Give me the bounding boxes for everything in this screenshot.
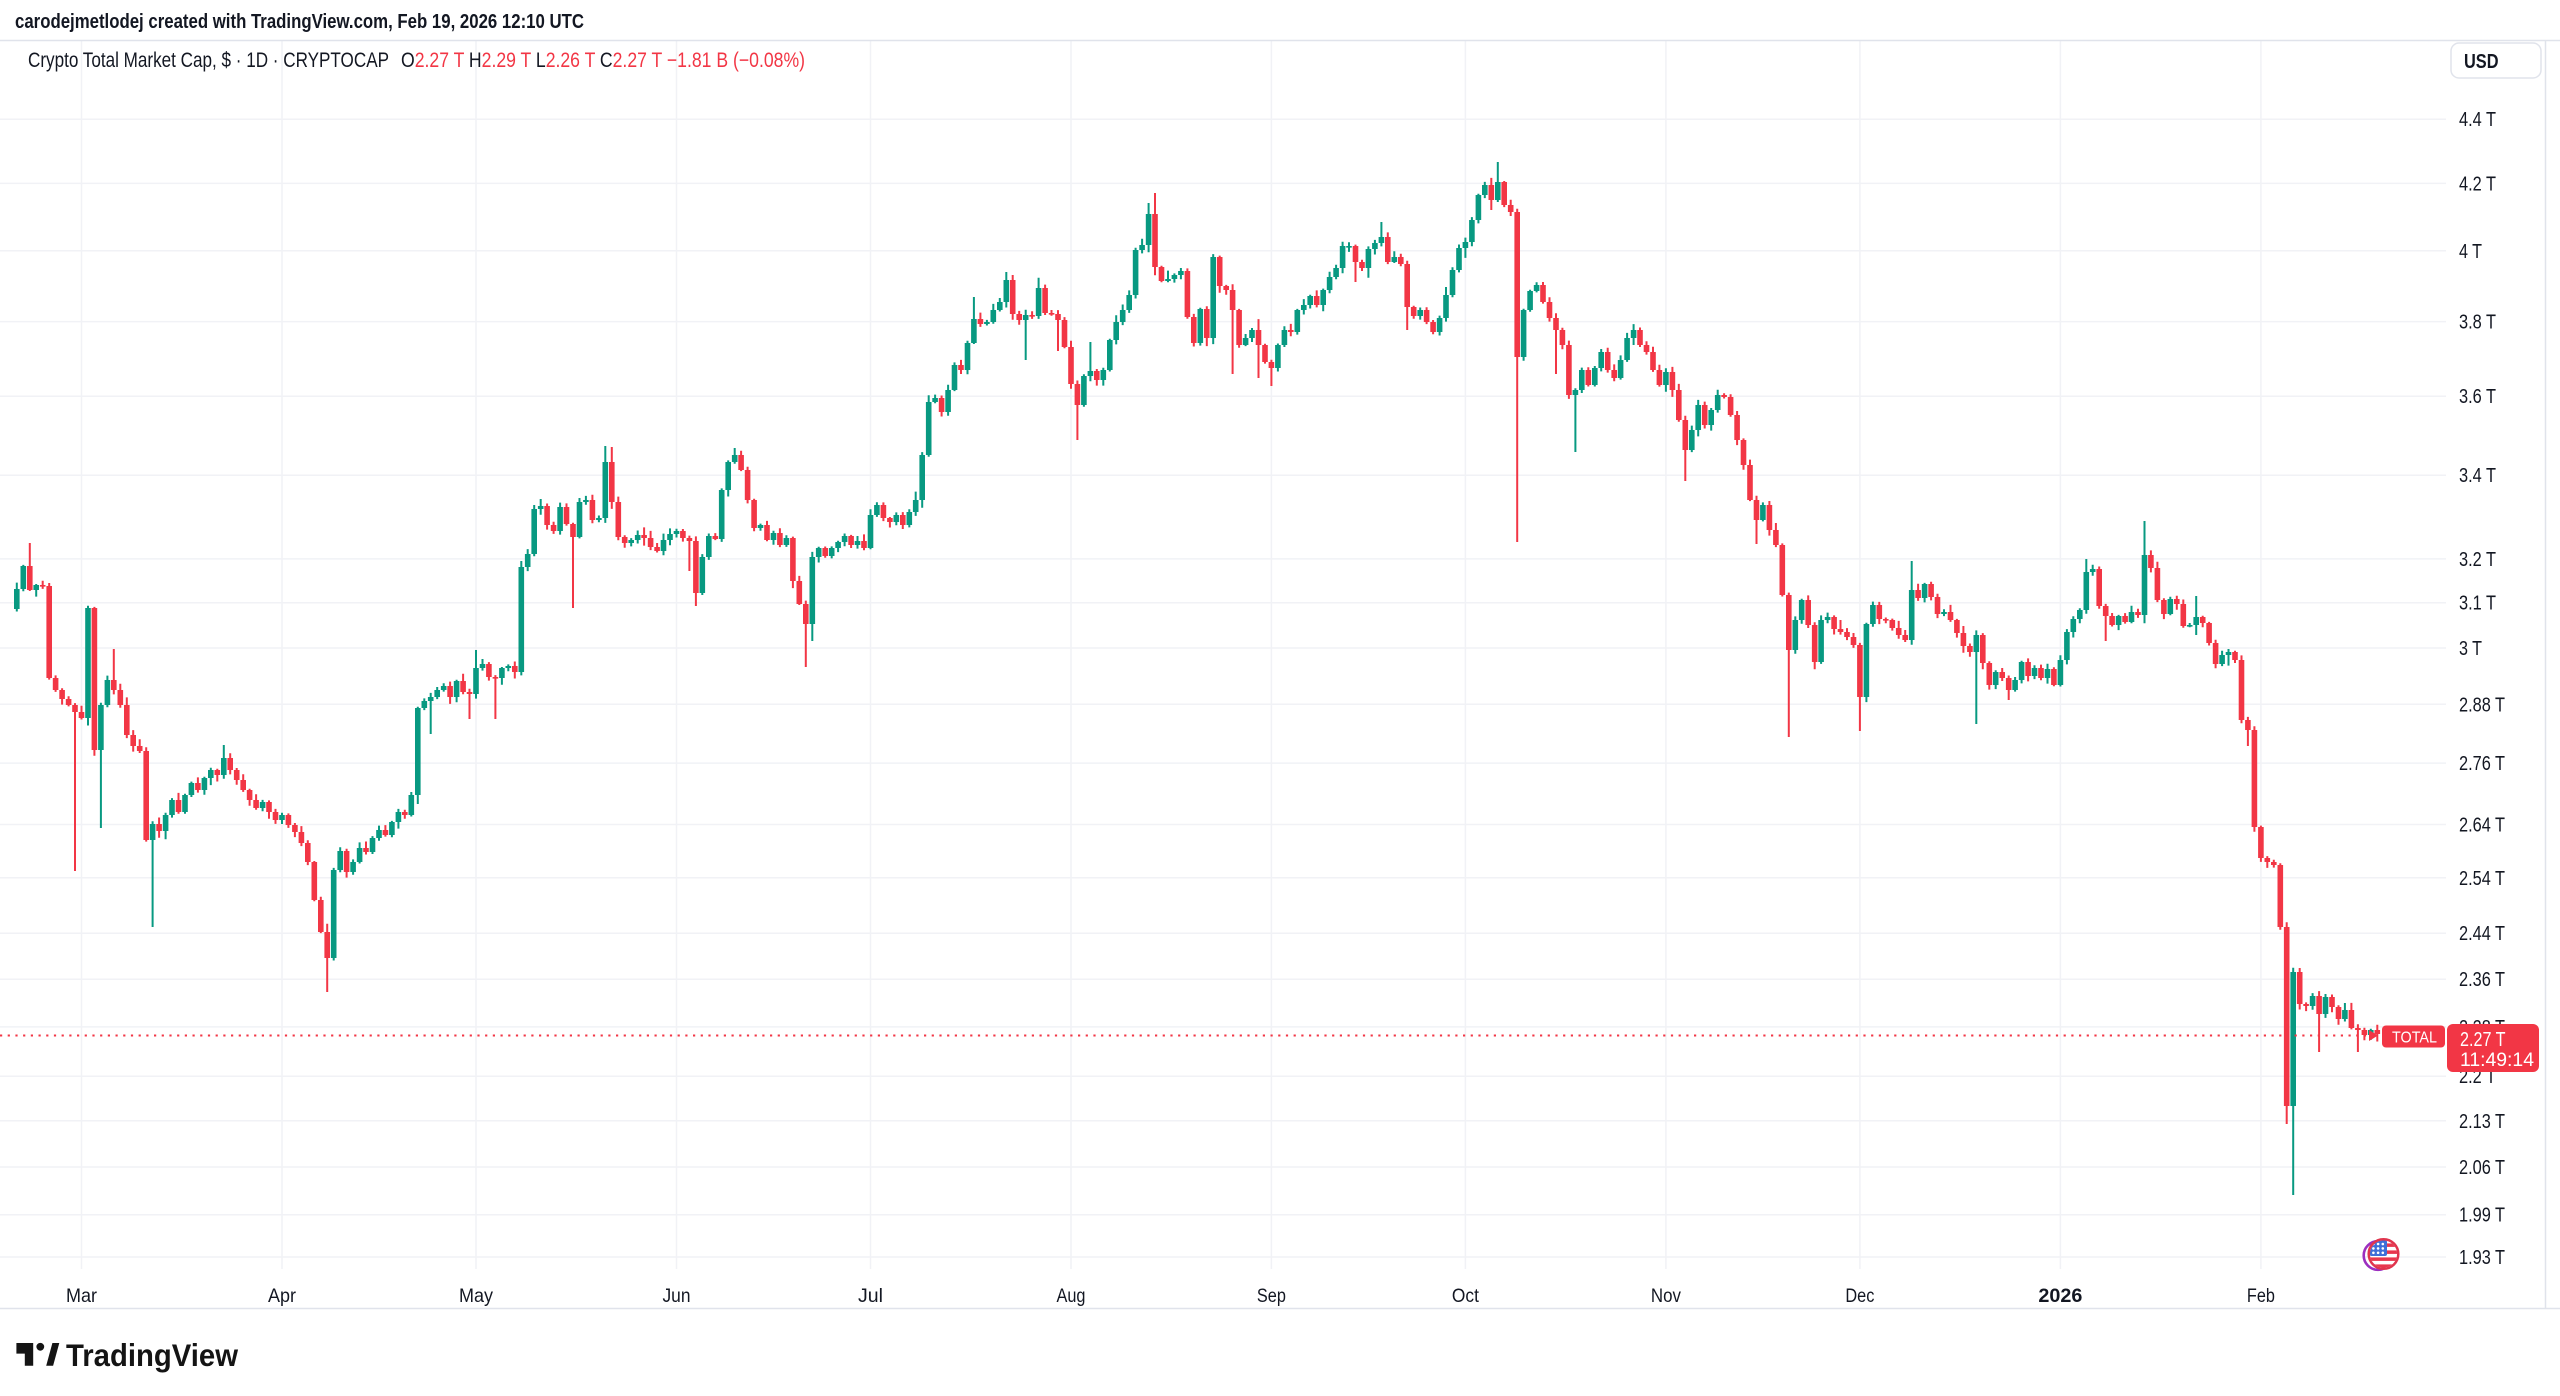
svg-text:1.99 T: 1.99 T — [2459, 1205, 2505, 1227]
svg-text:Dec: Dec — [1845, 1285, 1874, 1307]
svg-text:2.88 T: 2.88 T — [2459, 694, 2505, 716]
svg-text:2.13 T: 2.13 T — [2459, 1111, 2505, 1133]
svg-text:carodejmetlodej created with T: carodejmetlodej created with TradingView… — [15, 10, 584, 33]
svg-text:Apr: Apr — [268, 1285, 296, 1307]
svg-text:Feb: Feb — [2247, 1285, 2275, 1307]
svg-text:2026: 2026 — [2038, 1285, 2082, 1307]
svg-text:2.27 T: 2.27 T — [2460, 1029, 2506, 1051]
svg-text:2.06 T: 2.06 T — [2459, 1157, 2505, 1179]
svg-text:Aug: Aug — [1057, 1285, 1086, 1307]
svg-text:Mar: Mar — [66, 1285, 97, 1307]
svg-text:Nov: Nov — [1651, 1285, 1681, 1307]
svg-text:2.44 T: 2.44 T — [2459, 923, 2505, 945]
svg-text:3.4 T: 3.4 T — [2459, 465, 2496, 487]
svg-text:TradingView: TradingView — [66, 1337, 238, 1373]
svg-text:Jul: Jul — [858, 1285, 883, 1307]
svg-text:USD: USD — [2464, 51, 2499, 73]
svg-text:2.36 T: 2.36 T — [2459, 969, 2505, 991]
svg-text:TOTAL: TOTAL — [2392, 1030, 2437, 1047]
svg-text:Oct: Oct — [1452, 1285, 1480, 1307]
svg-text:Jun: Jun — [663, 1285, 691, 1307]
svg-text:O2.27 T H2.29 T L2.26 T C2.27: O2.27 T H2.29 T L2.26 T C2.27 T −1.81 B … — [401, 49, 805, 72]
svg-text:1.93 T: 1.93 T — [2459, 1247, 2505, 1269]
svg-text:4 T: 4 T — [2459, 241, 2482, 263]
svg-text:3.8 T: 3.8 T — [2459, 312, 2496, 334]
svg-text:Sep: Sep — [1257, 1285, 1286, 1307]
svg-text:3.1 T: 3.1 T — [2459, 593, 2496, 615]
svg-text:3.2 T: 3.2 T — [2459, 549, 2496, 571]
svg-text:2.54 T: 2.54 T — [2459, 868, 2505, 890]
svg-text:Crypto Total Market Cap, $ · 1: Crypto Total Market Cap, $ · 1D · CRYPTO… — [28, 49, 389, 72]
svg-text:May: May — [459, 1285, 493, 1307]
svg-text:3.6 T: 3.6 T — [2459, 386, 2496, 408]
svg-text:2.64 T: 2.64 T — [2459, 815, 2505, 837]
svg-text:2.76 T: 2.76 T — [2459, 753, 2505, 775]
svg-text:4.4 T: 4.4 T — [2459, 109, 2496, 131]
svg-text:3 T: 3 T — [2459, 638, 2482, 660]
svg-text:11:49:14: 11:49:14 — [2460, 1050, 2534, 1071]
svg-text:4.2 T: 4.2 T — [2459, 173, 2496, 195]
